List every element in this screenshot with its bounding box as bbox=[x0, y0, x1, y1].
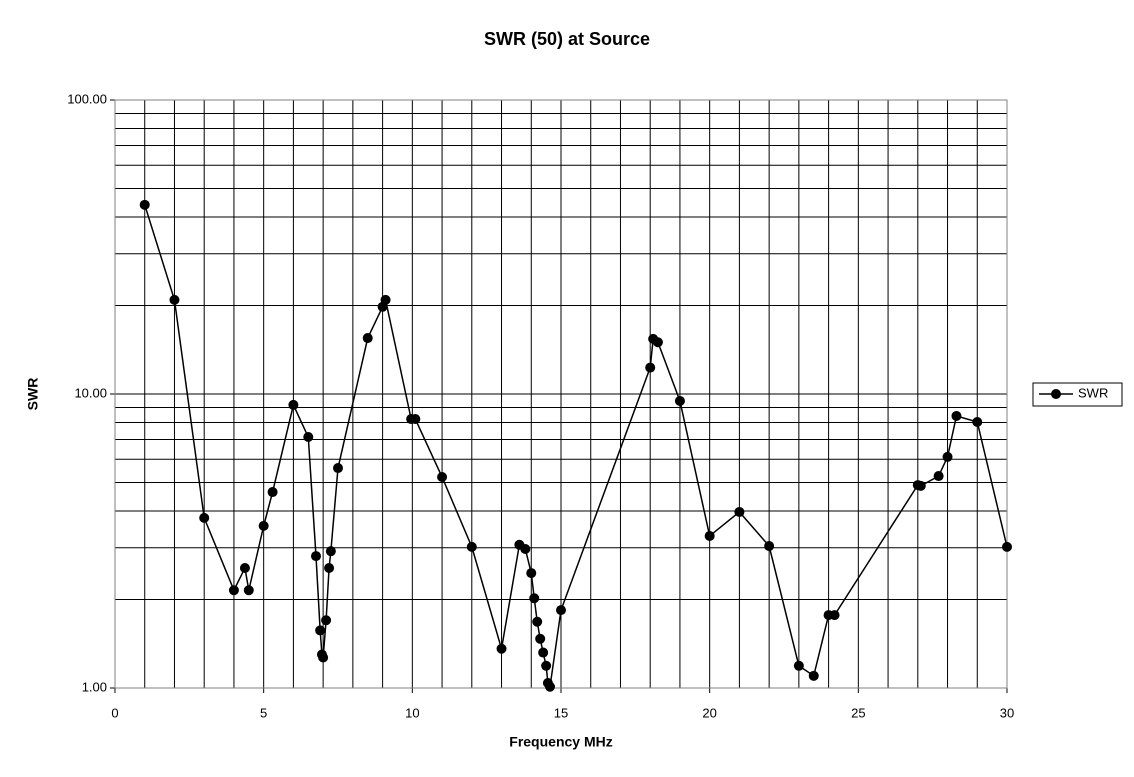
data-point bbox=[532, 616, 543, 627]
x-tick-label: 20 bbox=[702, 705, 716, 720]
data-point bbox=[915, 480, 926, 491]
data-point bbox=[239, 562, 250, 573]
data-point bbox=[324, 562, 335, 573]
data-point bbox=[325, 546, 336, 557]
data-point bbox=[139, 199, 150, 210]
data-point bbox=[410, 414, 421, 425]
legend-label: SWR bbox=[1078, 385, 1108, 400]
data-point bbox=[1002, 541, 1012, 552]
x-tick-label: 0 bbox=[111, 705, 118, 720]
data-point bbox=[362, 333, 373, 344]
data-point bbox=[310, 551, 321, 562]
data-point bbox=[556, 605, 566, 616]
data-point bbox=[544, 681, 555, 692]
data-point bbox=[258, 520, 269, 531]
data-point bbox=[951, 410, 962, 421]
x-tick-label: 10 bbox=[405, 705, 419, 720]
plot-border bbox=[114, 99, 1008, 689]
data-point bbox=[793, 660, 804, 671]
legend-box bbox=[1032, 382, 1123, 407]
data-point bbox=[972, 417, 983, 428]
y-tick-label: 1.00 bbox=[82, 679, 107, 694]
data-point bbox=[538, 647, 549, 658]
data-point bbox=[808, 670, 819, 681]
data-point bbox=[933, 471, 944, 482]
data-point bbox=[942, 451, 953, 462]
y-tick-label: 100.00 bbox=[67, 91, 107, 106]
data-point bbox=[228, 585, 239, 596]
data-point bbox=[704, 530, 715, 541]
y-tick-label: 10.00 bbox=[74, 385, 107, 400]
data-point bbox=[526, 568, 537, 579]
y-axis-label: SWR bbox=[25, 378, 41, 411]
data-point bbox=[169, 294, 180, 305]
data-point bbox=[321, 615, 332, 626]
data-point bbox=[318, 652, 329, 663]
data-point bbox=[437, 472, 448, 483]
data-point bbox=[496, 643, 507, 654]
data-point bbox=[315, 625, 326, 636]
legend-marker bbox=[1051, 389, 1061, 399]
data-point bbox=[303, 432, 314, 443]
data-point bbox=[333, 463, 343, 474]
data-point bbox=[466, 541, 477, 552]
data-point bbox=[199, 512, 210, 523]
data-point bbox=[243, 585, 254, 596]
data-point bbox=[535, 633, 546, 644]
data-point bbox=[380, 294, 391, 305]
data-point bbox=[541, 660, 552, 671]
data-point bbox=[267, 487, 278, 498]
x-tick-label: 5 bbox=[260, 705, 267, 720]
x-tick-label: 25 bbox=[851, 705, 865, 720]
data-point bbox=[764, 541, 775, 552]
data-point bbox=[734, 506, 745, 517]
data-point bbox=[529, 593, 540, 604]
data-point bbox=[674, 395, 685, 406]
x-tick-label: 30 bbox=[1000, 705, 1014, 720]
data-point bbox=[829, 610, 840, 621]
data-point bbox=[520, 544, 531, 555]
data-point bbox=[288, 399, 299, 410]
data-point bbox=[645, 362, 656, 373]
data-point bbox=[652, 337, 663, 348]
x-axis-label: Frequency MHz bbox=[509, 734, 612, 750]
chart-title: SWR (50) at Source bbox=[484, 29, 650, 49]
x-tick-label: 15 bbox=[554, 705, 568, 720]
